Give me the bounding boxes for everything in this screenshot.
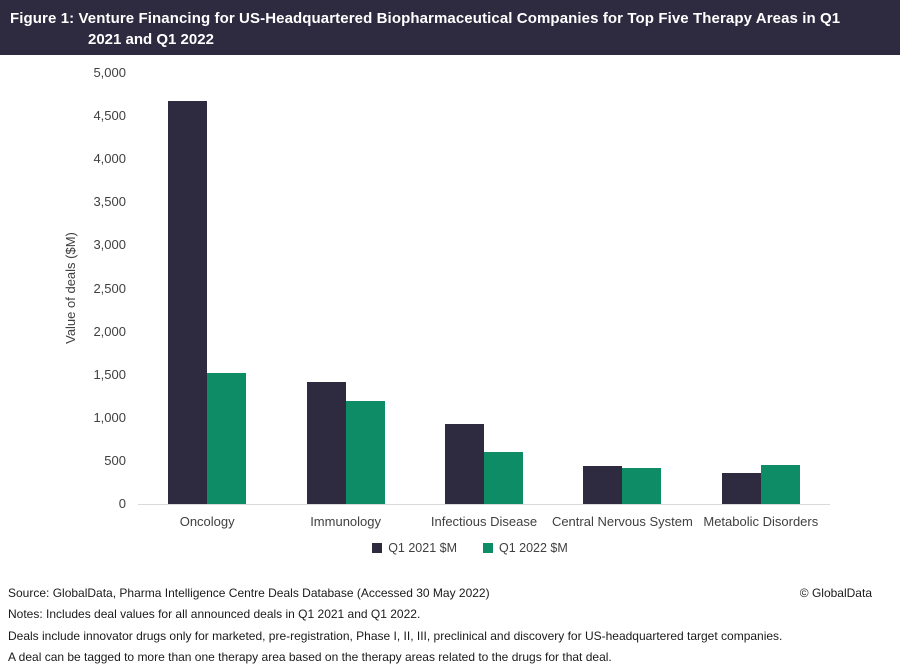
y-axis-tick-1-000: 1,000	[93, 409, 126, 425]
figure-title-line2: 2021 and Q1 2022	[88, 31, 214, 48]
figure-header: Figure 1: Venture Financing for US-Headq…	[0, 0, 900, 55]
chart-legend: Q1 2021 $M Q1 2022 $M	[40, 541, 900, 555]
bar-q1-2021-m-immunology	[306, 381, 346, 504]
legend-swatch-icon	[372, 543, 383, 553]
bar-q1-2022-m-central-nervous-system	[622, 468, 662, 504]
x-axis-line	[138, 504, 830, 505]
x-axis-label-immunology: Immunology	[310, 514, 381, 529]
legend-swatch-icon	[483, 543, 493, 553]
x-axis-label-oncology: Oncology	[179, 514, 235, 529]
footer-note-1: Notes: Includes deal values for all anno…	[8, 607, 421, 621]
legend-label: Q1 2021 $M	[388, 541, 457, 555]
x-axis-label-infectious-disease: Infectious Disease	[430, 514, 538, 529]
y-axis-tick-2-500: 2,500	[93, 280, 126, 296]
bar-q1-2022-m-metabolic-disorders	[760, 465, 800, 504]
footer-source: Source: GlobalData, Pharma Intelligence …	[8, 586, 490, 600]
y-axis-tick-3-500: 3,500	[93, 194, 126, 210]
y-axis-tick-2-000: 2,000	[93, 323, 126, 339]
y-axis-tick-4-000: 4,000	[93, 151, 126, 167]
bar-q1-2022-m-infectious-disease	[484, 452, 523, 504]
footer-note-3: A deal can be tagged to more than one th…	[8, 650, 612, 664]
y-axis-tick-5-000: 5,000	[93, 65, 126, 80]
x-axis-label-metabolic-disorders: Metabolic Disorders	[703, 514, 819, 529]
bar-q1-2022-m-immunology	[345, 400, 385, 504]
y-axis-tick-1-500: 1,500	[93, 366, 126, 382]
figure-title-line1: Figure 1: Venture Financing for US-Headq…	[10, 10, 841, 27]
bar-q1-2021-m-oncology	[168, 101, 208, 504]
footer-note-2: Deals include innovator drugs only for m…	[8, 629, 783, 643]
y-axis-tick-4-500: 4,500	[93, 108, 126, 124]
legend-item-q1-2022-m: Q1 2022 $M	[483, 541, 568, 555]
legend-label: Q1 2022 $M	[499, 541, 568, 555]
bar-q1-2021-m-central-nervous-system	[583, 466, 623, 504]
legend-item-q1-2021-m: Q1 2021 $M	[372, 541, 457, 555]
x-axis-label-central-nervous-system: Central Nervous System	[551, 514, 693, 529]
y-axis-tick-3-000: 3,000	[93, 237, 126, 253]
y-axis-tick-0: 0	[118, 496, 126, 511]
bar-q1-2021-m-infectious-disease	[445, 423, 484, 504]
footer-copyright: © GlobalData	[799, 586, 872, 600]
bar-q1-2022-m-oncology	[207, 372, 247, 504]
y-axis-tick-500: 500	[104, 452, 126, 468]
bar-q1-2021-m-metabolic-disorders	[721, 473, 761, 504]
